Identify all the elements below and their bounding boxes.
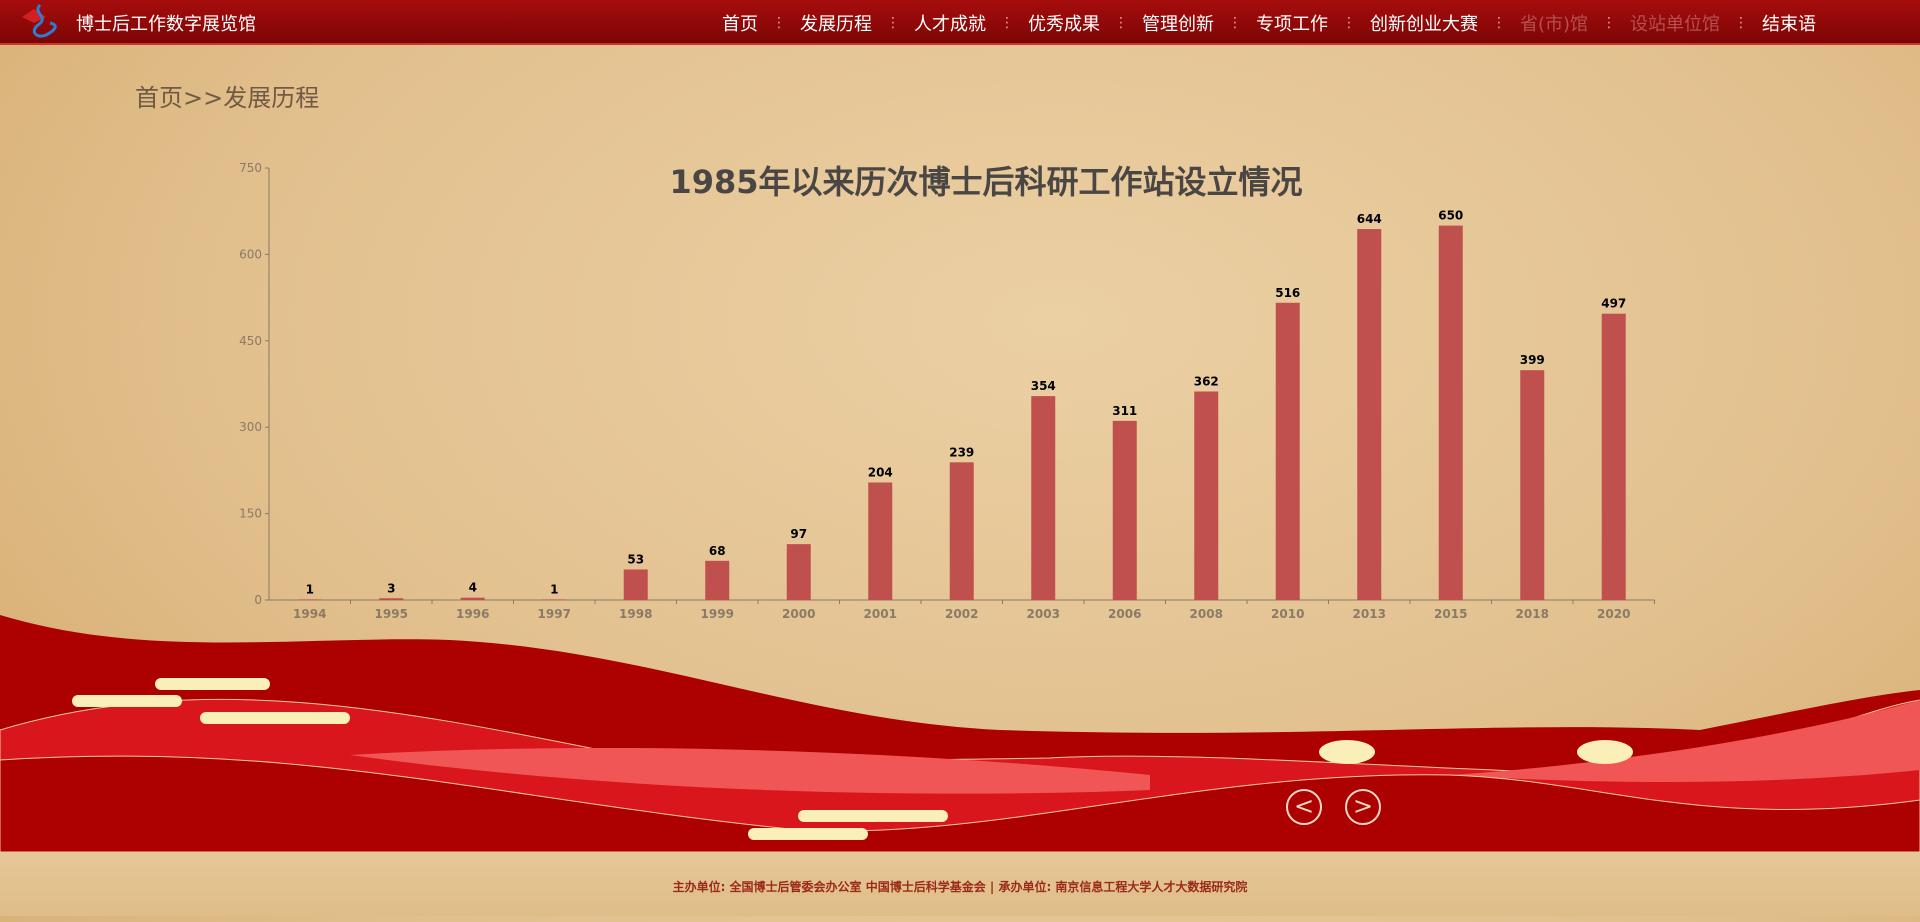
data-label: 650 [1438,209,1463,223]
bar [623,569,648,600]
data-label: 97 [790,527,807,541]
breadcrumb[interactable]: 首页>>发展历程 [135,84,320,112]
data-label: 239 [949,445,974,459]
x-tick-label: 1999 [701,607,734,621]
prev-page-button[interactable]: < [1286,789,1322,825]
y-tick-label: 750 [239,161,262,175]
bar [542,599,567,600]
nav-separator: ⋮ [885,14,900,31]
bar [705,560,730,600]
nav-item[interactable]: 设站单位馆 [1630,13,1720,35]
footer-credits: 主办单位: 全国博士后管委会办公室 中国博士后科学基金会 | 承办单位: 南京信… [0,852,1920,916]
nav-separator: ⋮ [999,14,1014,31]
x-tick-label: 2000 [782,607,815,621]
x-tick-label: 1996 [456,607,489,621]
nav-item[interactable]: 结束语 [1762,13,1816,35]
nav-separator: ⋮ [1602,14,1616,31]
data-label: 4 [469,581,477,595]
data-label: 1 [306,582,314,596]
data-label: 354 [1031,379,1056,393]
data-label: 53 [627,552,644,566]
nav-item[interactable]: 省(市)馆 [1519,13,1588,35]
data-label: 362 [1194,374,1219,388]
data-label: 68 [709,544,726,558]
bar [1357,229,1382,600]
bar [297,599,322,600]
nav-item[interactable]: 发展历程 [799,13,872,35]
y-tick-label: 600 [239,247,262,261]
x-tick-label: 2015 [1434,607,1467,621]
main-nav: 首页 ⋮ 发展历程 ⋮ 人才成就 ⋮ 优秀成果 ⋮ 管理创新 ⋮ 专项工作 ⋮ 创新创业大赛 ⋮ 省(市)馆… [708,0,1830,45]
x-tick-label: 2006 [1108,607,1141,621]
bar [1520,370,1545,600]
x-tick-label: 1998 [619,607,652,621]
bar [868,482,893,600]
bar [1438,225,1463,600]
x-tick-label: 2013 [1353,607,1386,621]
y-tick-label: 0 [254,593,262,607]
x-tick-label: 2003 [1027,607,1060,621]
bar [1112,420,1137,600]
x-tick-label: 2010 [1271,607,1304,621]
y-tick-label: 300 [239,420,262,434]
data-label: 1 [550,582,558,596]
top-header: 博士后工作数字展览馆 首页 ⋮ 发展历程 ⋮ 人才成就 ⋮ 优秀成果 ⋮ 管理创新 ⋮ 专项工作 ⋮ 创… [0,0,1920,45]
bar [1194,391,1219,600]
bar [460,597,485,600]
logo-icon [22,3,57,38]
nav-item[interactable]: 首页 [721,13,758,35]
data-label: 311 [1112,404,1137,418]
nav-separator: ⋮ [1113,14,1128,31]
bar [786,544,811,600]
bar [379,598,404,600]
nav-separator: ⋮ [1734,14,1748,31]
y-tick-label: 150 [239,507,262,521]
nav-separator: ⋮ [1341,14,1356,31]
data-label: 644 [1357,212,1382,226]
bar [949,462,974,600]
site-title: 博士后工作数字展览馆 [76,14,256,35]
nav-separator: ⋮ [1227,14,1242,31]
x-tick-label: 2002 [945,607,978,621]
nav-separator: ⋮ [1491,14,1506,31]
bar [1031,396,1056,600]
data-label: 3 [387,581,395,595]
data-label: 204 [868,465,893,479]
decorative-waves [0,615,1920,852]
x-tick-label: 2008 [1190,607,1223,621]
x-tick-label: 1997 [538,607,571,621]
x-tick-label: 1994 [293,607,326,621]
nav-item[interactable]: 人才成就 [913,13,986,35]
nav-item[interactable]: 创新创业大赛 [1369,13,1478,35]
x-tick-label: 2001 [864,607,897,621]
nav-item[interactable]: 管理创新 [1141,13,1214,35]
x-tick-label: 1995 [375,607,408,621]
bar [1601,313,1626,600]
x-tick-label: 2018 [1516,607,1549,621]
chart-title: 1985年以来历次博士后科研工作站设立情况 [669,163,1302,201]
data-label: 497 [1601,297,1626,311]
nav-separator: ⋮ [771,14,786,31]
nav-item[interactable]: 优秀成果 [1027,13,1100,35]
next-page-button[interactable]: > [1345,789,1381,825]
data-label: 399 [1520,353,1545,367]
x-tick-label: 2020 [1597,607,1630,621]
y-tick-label: 450 [239,334,262,348]
bar [1275,302,1300,600]
data-label: 516 [1275,286,1300,300]
nav-item[interactable]: 专项工作 [1255,13,1328,35]
